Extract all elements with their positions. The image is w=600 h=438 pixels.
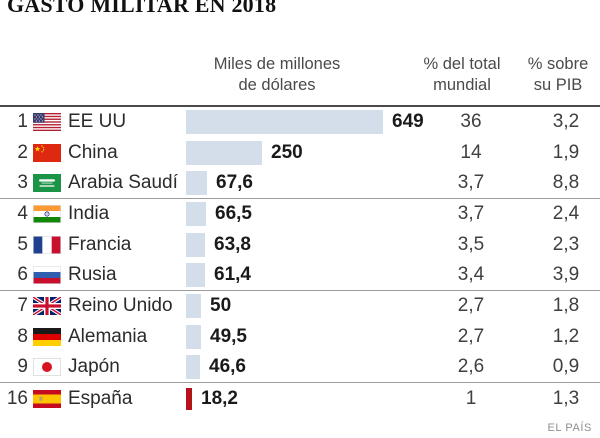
- japan-flag-icon: [33, 358, 61, 377]
- pct-world-value: 36: [460, 111, 482, 133]
- pct-gdp-value: 1,8: [552, 295, 580, 317]
- pct-gdp-value: 3,9: [552, 264, 580, 286]
- table-row: 1 EE UU 649 36 3,2: [0, 107, 600, 138]
- table-row: 4 India 66,5 3,7 2,4: [0, 199, 600, 230]
- russia-flag-icon: [33, 266, 61, 285]
- pct-world-value: 2,6: [457, 356, 485, 378]
- china-flag-icon: [33, 144, 61, 163]
- rank-label: 6: [17, 264, 28, 286]
- value-label: 67,6: [216, 172, 253, 194]
- value-bar: [186, 141, 262, 166]
- value-bar: [186, 325, 201, 350]
- country-label: India: [68, 203, 110, 225]
- table-row-highlighted: 16 España 18,2 1 1,3: [0, 383, 600, 414]
- column-header-value: Miles de millones de dólares: [213, 55, 341, 94]
- pct-world-value: 2,7: [457, 295, 485, 317]
- france-flag-icon: [33, 236, 61, 255]
- spain-flag-icon: [33, 389, 61, 408]
- column-header-world-share: % del total mundial: [423, 55, 501, 94]
- pct-world-value: 3,5: [457, 234, 485, 256]
- value-label: 61,4: [214, 264, 251, 286]
- column-headers: Miles de millones de dólares % del total…: [0, 54, 600, 100]
- rank-label: 9: [17, 356, 28, 378]
- rank-label: 3: [17, 172, 28, 194]
- table-row: 7 Reino Unido 50 2,7 1,8: [0, 291, 600, 322]
- us-flag-icon: [33, 113, 61, 132]
- table-row: 2 China 250 14 1,9: [0, 138, 600, 169]
- germany-flag-icon: [33, 328, 61, 347]
- pct-world-value: 1: [465, 387, 477, 409]
- rank-label: 5: [17, 234, 28, 256]
- table-row: 8 Alemania 49,5 2,7 1,2: [0, 322, 600, 353]
- pct-gdp-value: 2,4: [552, 203, 580, 225]
- value-bar: [186, 355, 200, 380]
- rank-label: 8: [17, 326, 28, 348]
- source-label: EL PAÍS: [547, 422, 592, 434]
- rank-label: 7: [17, 295, 28, 317]
- rank-label: 2: [17, 142, 28, 164]
- value-label: 18,2: [201, 387, 238, 409]
- value-bar: [186, 294, 201, 319]
- pct-gdp-value: 0,9: [552, 356, 580, 378]
- country-label: España: [68, 387, 133, 409]
- table-row: 9 Japón 46,6 2,6 0,9: [0, 353, 600, 384]
- rank-label: 1: [17, 111, 28, 133]
- country-label: EE UU: [68, 111, 127, 133]
- rank-label: 16: [6, 387, 28, 409]
- value-bar: [186, 110, 383, 135]
- country-label: Reino Unido: [68, 295, 173, 317]
- pct-gdp-value: 1,9: [552, 142, 580, 164]
- uk-flag-icon: [33, 297, 61, 316]
- value-label: 49,5: [210, 326, 247, 348]
- country-label: Alemania: [68, 326, 148, 348]
- pct-gdp-value: 3,2: [552, 111, 580, 133]
- pct-world-value: 14: [460, 142, 482, 164]
- value-label: 63,8: [214, 234, 251, 256]
- pct-world-value: 3,4: [457, 264, 485, 286]
- pct-gdp-value: 1,2: [552, 326, 580, 348]
- value-label: 649: [392, 111, 424, 133]
- column-header-gdp-share: % sobre su PIB: [527, 55, 589, 94]
- value-label: 66,5: [215, 203, 252, 225]
- pct-gdp-value: 2,3: [552, 234, 580, 256]
- pct-world-value: 2,7: [457, 326, 485, 348]
- table-row: 5 Francia 63,8 3,5 2,3: [0, 230, 600, 261]
- value-bar: [186, 202, 206, 227]
- value-bar: [186, 171, 207, 196]
- value-label: 50: [210, 295, 232, 317]
- page-title: GASTO MILITAR EN 2018: [7, 0, 277, 17]
- pct-world-value: 3,7: [457, 203, 485, 225]
- country-label: Arabia Saudí: [68, 172, 178, 194]
- value-label: 46,6: [209, 356, 246, 378]
- saudi-flag-icon: [33, 174, 61, 193]
- country-label: Francia: [68, 234, 132, 256]
- pct-world-value: 3,7: [457, 172, 485, 194]
- country-label: Rusia: [68, 264, 117, 286]
- value-bar-highlighted: [186, 387, 192, 410]
- pct-gdp-value: 8,8: [552, 172, 580, 194]
- ranking-table: 1 EE UU 649 36 3,2 2: [0, 105, 600, 414]
- table-row: 6 Rusia 61,4 3,4 3,9: [0, 260, 600, 292]
- country-label: China: [68, 142, 118, 164]
- india-flag-icon: [33, 205, 61, 224]
- country-label: Japón: [68, 356, 120, 378]
- value-bar: [186, 233, 205, 258]
- pct-gdp-value: 1,3: [552, 387, 580, 409]
- value-bar: [186, 263, 205, 288]
- value-label: 250: [271, 142, 303, 164]
- table-row: 3 Arabia Saudí 67,6 3,7 8,8: [0, 168, 600, 200]
- rank-label: 4: [17, 203, 28, 225]
